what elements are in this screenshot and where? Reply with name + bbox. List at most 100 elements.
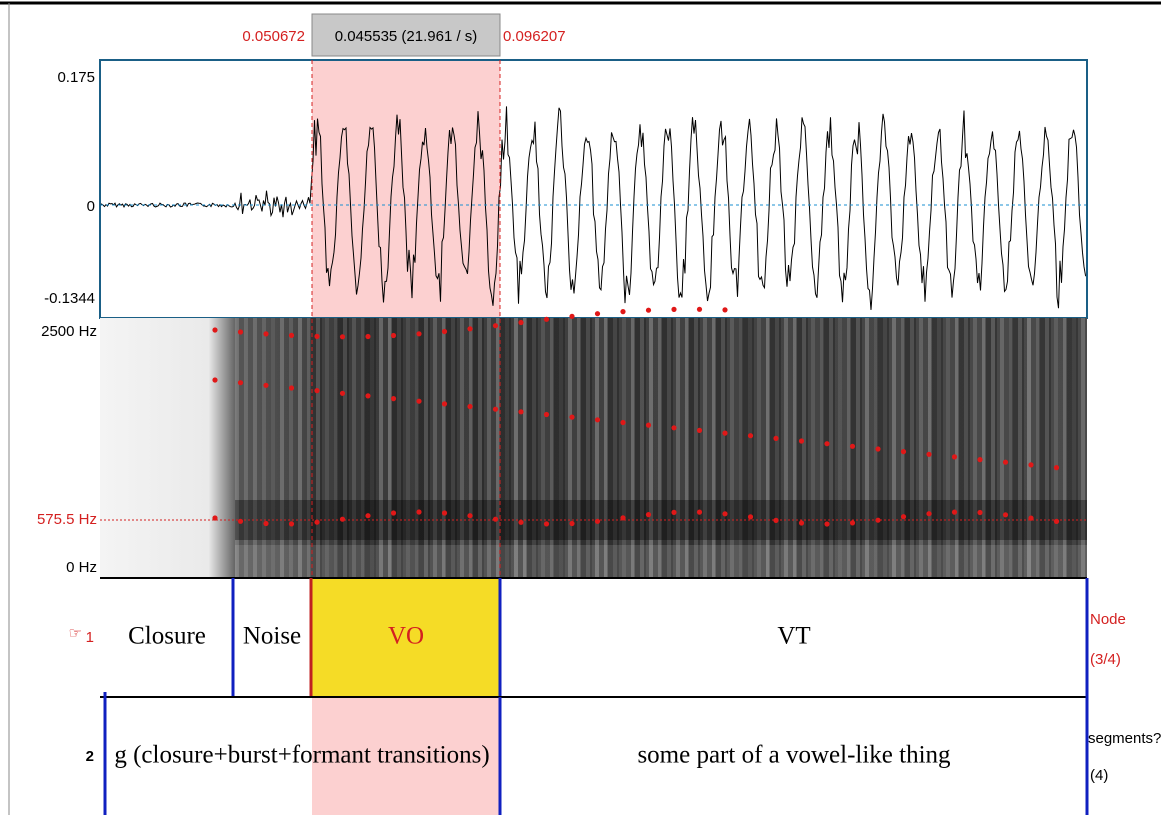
formant-dot	[416, 398, 422, 404]
spectrogram-stripe	[928, 318, 932, 578]
waveform-zero: 0	[87, 198, 95, 215]
spectrogram-pulse	[499, 318, 511, 578]
spectrogram-stripe	[856, 318, 860, 578]
spectrogram-stripe	[1000, 318, 1004, 578]
formant-dot	[237, 329, 244, 335]
spectrogram-stripe	[469, 318, 473, 578]
formant-dot	[1002, 512, 1009, 518]
formant-dot	[492, 516, 499, 522]
formant-dot	[671, 306, 677, 312]
spectrogram-stripe	[586, 318, 590, 578]
spectrogram-pulse	[1012, 318, 1024, 578]
spectrogram-stripe	[739, 318, 743, 578]
formant-dot	[951, 454, 958, 460]
selected-interval[interactable]	[312, 579, 500, 697]
spectrogram-stripe	[505, 318, 509, 578]
spectrogram-stripe	[730, 318, 734, 578]
spectrogram-stripe	[514, 318, 518, 578]
formant-dot	[824, 441, 830, 447]
formant-dot	[263, 520, 269, 527]
selection-highlight	[312, 697, 500, 815]
formant-dot	[441, 401, 448, 407]
spectrogram-stripe	[325, 318, 329, 578]
formant-dot	[645, 422, 652, 428]
spectrogram-stripe	[388, 318, 392, 578]
formant-dot	[773, 517, 779, 524]
spectrogram-stripe	[559, 318, 563, 578]
formant-dot	[288, 332, 295, 338]
spectrogram-top: 2500 Hz	[41, 323, 97, 340]
interval-label[interactable]: Closure	[128, 623, 206, 650]
interval-label[interactable]: some part of a vowel-like thing	[637, 742, 951, 769]
spectrogram-stripe	[649, 318, 653, 578]
spectrogram-stripe	[253, 318, 257, 578]
spectrogram-stripe	[262, 318, 266, 578]
tier-pointer: ☞	[69, 625, 82, 642]
waveform-frame	[99, 59, 1088, 319]
spectrogram-pulse	[958, 318, 970, 578]
spectrogram-stripe	[397, 318, 401, 578]
formant-dot	[365, 393, 371, 399]
selection-highlight	[312, 60, 500, 318]
formant-dot	[1053, 465, 1060, 471]
formant-dot	[314, 388, 320, 394]
spectrogram-bottom: 0 Hz	[66, 559, 97, 576]
formant-dot	[1028, 462, 1034, 468]
interval-label[interactable]: VT	[777, 623, 810, 650]
formant-dot	[645, 307, 652, 313]
interval-label[interactable]: Noise	[243, 623, 301, 650]
tier-info: (3/4)	[1090, 651, 1121, 668]
selection-duration-button[interactable]	[311, 13, 501, 57]
spectrogram-pulse	[796, 318, 808, 578]
spectrogram-pulse	[688, 318, 700, 578]
formant-dot	[492, 406, 499, 412]
formant-dot	[1028, 515, 1034, 521]
spectrogram-stripe	[829, 318, 833, 578]
formant-dot	[263, 331, 269, 337]
spectrogram-stripe	[532, 318, 536, 578]
spectrogram-stripe	[1027, 318, 1031, 578]
spectrogram-stripe	[883, 318, 887, 578]
formant-dot	[518, 409, 524, 415]
spectrogram-stripe	[937, 318, 941, 578]
spectrogram-stripe	[298, 318, 302, 578]
formant-dot	[875, 517, 881, 523]
formant-dot	[977, 509, 983, 516]
formant-dot	[288, 385, 295, 391]
formant-dot	[339, 390, 346, 396]
spectrogram-stripe	[721, 318, 725, 578]
formant-dot	[212, 377, 218, 383]
formant-dot	[824, 521, 830, 527]
spectrogram-stripe	[631, 318, 635, 578]
tier-number[interactable]: 1	[86, 629, 94, 646]
spectrogram-pulse	[1039, 318, 1051, 578]
low-band	[235, 545, 1087, 578]
spectrogram-stripe	[748, 318, 752, 578]
spectrogram-stripe	[991, 318, 995, 578]
tier-info: (4)	[1090, 767, 1108, 784]
formant-dot	[696, 427, 703, 433]
spectrogram-stripe	[658, 318, 662, 578]
formant-dot	[977, 457, 983, 463]
formant-dot	[875, 446, 881, 452]
spectrogram-stripe	[316, 318, 320, 578]
tier-info: Node	[1090, 611, 1126, 628]
spectrogram-stripe	[640, 318, 644, 578]
spectrogram-stripe	[802, 318, 806, 578]
interval-label[interactable]: VO	[388, 623, 424, 650]
spectrogram-stripe	[793, 318, 797, 578]
interval-label[interactable]: g (closure+burst+formant transitions)	[114, 742, 489, 769]
formant-dot	[798, 520, 805, 526]
formant-dot	[951, 509, 958, 515]
formant-dot	[671, 425, 677, 431]
spectrogram-pulse	[1066, 318, 1078, 578]
formant-dot	[747, 514, 754, 520]
spectrogram-stripe	[235, 318, 239, 578]
spectrogram-pulse	[985, 318, 997, 578]
tier-number[interactable]: 2	[86, 748, 94, 765]
spectrogram-stripe	[955, 318, 959, 578]
spectrogram-stripe	[766, 318, 770, 578]
spectrogram-stripe	[667, 318, 671, 578]
formant-dot	[314, 519, 320, 525]
